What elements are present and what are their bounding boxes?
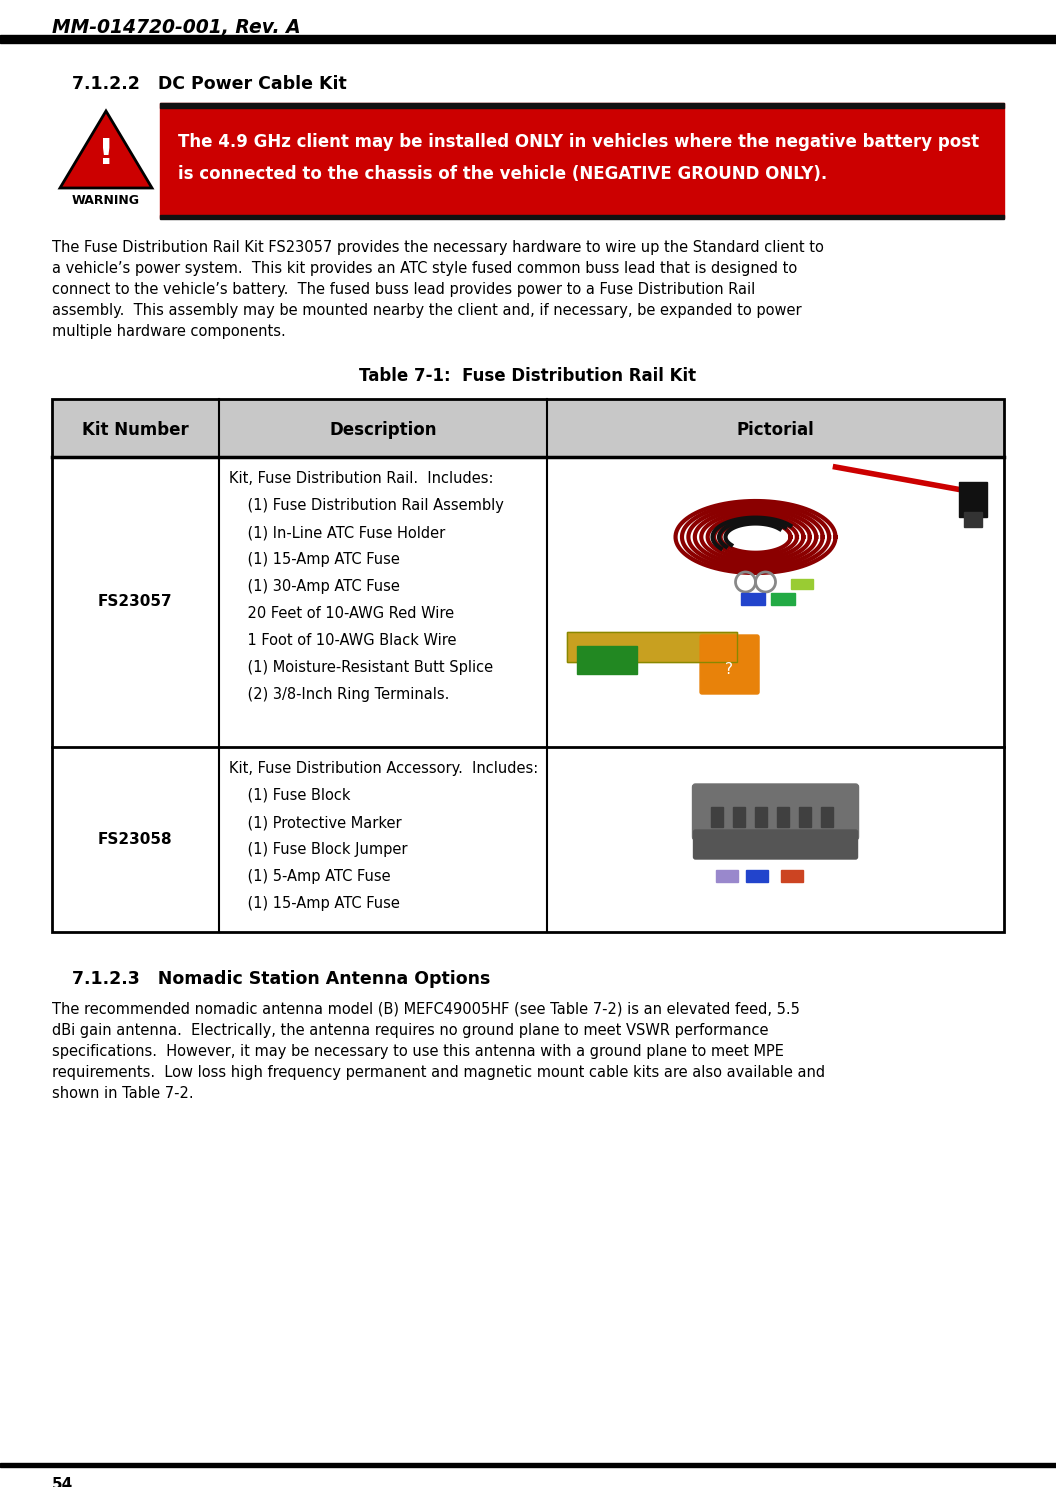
- Text: (1) In-Line ATC Fuse Holder: (1) In-Line ATC Fuse Holder: [228, 525, 445, 540]
- Text: The recommended nomadic antenna model (B) MEFC49005HF (see Table 7-2) is an elev: The recommended nomadic antenna model (B…: [52, 1002, 799, 1017]
- Bar: [0, 1463, 1056, 1468]
- Bar: [964, 512, 982, 526]
- Text: Pictorial: Pictorial: [737, 421, 814, 439]
- Text: 20 Feet of 10-AWG Red Wire: 20 Feet of 10-AWG Red Wire: [228, 607, 454, 622]
- Text: Table 7-1:  Fuse Distribution Rail Kit: Table 7-1: Fuse Distribution Rail Kit: [359, 367, 697, 385]
- Text: 7.1.2.2   DC Power Cable Kit: 7.1.2.2 DC Power Cable Kit: [72, 74, 346, 94]
- Bar: [577, 645, 637, 674]
- Bar: [52, 746, 1004, 932]
- Bar: [161, 103, 1004, 219]
- Text: shown in Table 7-2.: shown in Table 7-2.: [52, 1086, 193, 1100]
- Text: dBi gain antenna.  Electrically, the antenna requires no ground plane to meet VS: dBi gain antenna. Electrically, the ante…: [52, 1023, 769, 1038]
- Text: (1) Moisture-Resistant Butt Splice: (1) Moisture-Resistant Butt Splice: [228, 660, 493, 675]
- Text: (1) 15-Amp ATC Fuse: (1) 15-Amp ATC Fuse: [228, 552, 399, 567]
- Bar: [161, 216, 1004, 219]
- Text: ?: ?: [725, 662, 733, 677]
- Text: Kit Number: Kit Number: [82, 421, 189, 439]
- Polygon shape: [60, 112, 152, 187]
- Text: The 4.9 GHz client may be installed ONLY in vehicles where the negative battery : The 4.9 GHz client may be installed ONLY…: [178, 132, 979, 152]
- Text: 54: 54: [52, 1477, 73, 1487]
- Text: (1) 30-Amp ATC Fuse: (1) 30-Amp ATC Fuse: [228, 578, 399, 593]
- Text: connect to the vehicle’s battery.  The fused buss lead provides power to a Fuse : connect to the vehicle’s battery. The fu…: [52, 283, 755, 297]
- Text: FS23058: FS23058: [98, 833, 172, 848]
- Text: WARNING: WARNING: [72, 193, 140, 207]
- Bar: [52, 399, 1004, 457]
- Text: (1) Fuse Block Jumper: (1) Fuse Block Jumper: [228, 842, 408, 857]
- Bar: [0, 36, 1056, 43]
- Text: Kit, Fuse Distribution Accessory.  Includes:: Kit, Fuse Distribution Accessory. Includ…: [228, 761, 538, 776]
- Text: 1 Foot of 10-AWG Black Wire: 1 Foot of 10-AWG Black Wire: [228, 633, 456, 648]
- Text: FS23057: FS23057: [98, 595, 172, 610]
- Text: (1) Fuse Distribution Rail Assembly: (1) Fuse Distribution Rail Assembly: [228, 498, 504, 513]
- Text: (1) 15-Amp ATC Fuse: (1) 15-Amp ATC Fuse: [228, 897, 399, 912]
- Text: Kit, Fuse Distribution Rail.  Includes:: Kit, Fuse Distribution Rail. Includes:: [228, 471, 493, 486]
- Text: is connected to the chassis of the vehicle (NEGATIVE GROUND ONLY).: is connected to the chassis of the vehic…: [178, 165, 827, 183]
- Text: (2) 3/8-Inch Ring Terminals.: (2) 3/8-Inch Ring Terminals.: [228, 687, 449, 702]
- Bar: [798, 807, 811, 827]
- Bar: [52, 399, 1004, 932]
- Text: MM-014720-001, Rev. A: MM-014720-001, Rev. A: [52, 18, 301, 37]
- Bar: [740, 593, 765, 605]
- Text: multiple hardware components.: multiple hardware components.: [52, 324, 286, 339]
- FancyBboxPatch shape: [694, 830, 857, 859]
- Bar: [791, 578, 812, 589]
- Bar: [567, 632, 737, 662]
- Text: 7.1.2.3   Nomadic Station Antenna Options: 7.1.2.3 Nomadic Station Antenna Options: [72, 970, 490, 987]
- Text: !: !: [98, 137, 114, 171]
- Bar: [780, 870, 803, 882]
- Bar: [776, 807, 789, 827]
- FancyBboxPatch shape: [700, 635, 759, 694]
- Bar: [52, 457, 1004, 746]
- Bar: [771, 593, 794, 605]
- Text: specifications.  However, it may be necessary to use this antenna with a ground : specifications. However, it may be neces…: [52, 1044, 784, 1059]
- Bar: [821, 807, 832, 827]
- Text: a vehicle’s power system.  This kit provides an ATC style fused common buss lead: a vehicle’s power system. This kit provi…: [52, 262, 797, 277]
- FancyBboxPatch shape: [693, 784, 859, 840]
- Text: The Fuse Distribution Rail Kit FS23057 provides the necessary hardware to wire u: The Fuse Distribution Rail Kit FS23057 p…: [52, 239, 824, 254]
- Bar: [711, 807, 722, 827]
- Text: (1) Fuse Block: (1) Fuse Block: [228, 788, 351, 803]
- Text: (1) Protective Marker: (1) Protective Marker: [228, 815, 401, 830]
- Bar: [755, 807, 767, 827]
- Text: requirements.  Low loss high frequency permanent and magnetic mount cable kits a: requirements. Low loss high frequency pe…: [52, 1065, 825, 1080]
- Bar: [716, 870, 737, 882]
- Bar: [567, 632, 737, 662]
- Bar: [959, 482, 987, 517]
- Bar: [746, 870, 768, 882]
- Text: assembly.  This assembly may be mounted nearby the client and, if necessary, be : assembly. This assembly may be mounted n…: [52, 303, 802, 318]
- Text: (1) 5-Amp ATC Fuse: (1) 5-Amp ATC Fuse: [228, 868, 391, 883]
- Bar: [161, 103, 1004, 109]
- Text: Description: Description: [329, 421, 436, 439]
- Bar: [733, 807, 744, 827]
